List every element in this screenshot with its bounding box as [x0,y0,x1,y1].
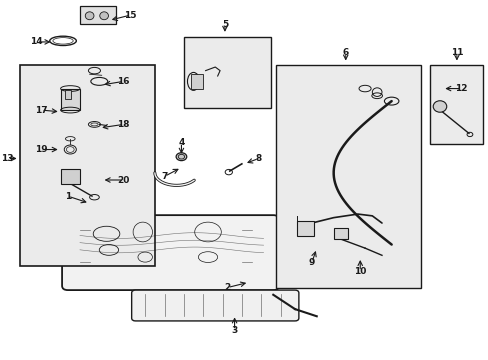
Text: 17: 17 [35,105,47,114]
FancyBboxPatch shape [62,215,279,290]
FancyBboxPatch shape [131,290,298,321]
Text: 19: 19 [35,145,47,154]
Bar [429,65,483,144]
Bar [20,65,155,266]
Text: 20: 20 [117,176,129,185]
Text: 10: 10 [353,267,366,276]
Bar [183,37,270,108]
Ellipse shape [176,153,186,161]
Text: 2: 2 [224,283,230,292]
Bar [80,6,116,24]
Bar [333,228,347,239]
Text: 9: 9 [308,258,314,267]
Bar [297,221,314,235]
Text: 13: 13 [1,154,14,163]
Text: 6: 6 [342,48,348,57]
Text: 11: 11 [450,48,462,57]
Text: 7: 7 [161,172,167,181]
Ellipse shape [432,101,446,112]
Text: 3: 3 [231,326,237,335]
Bar [65,90,71,99]
Text: 12: 12 [454,84,467,93]
Bar [61,169,80,184]
Ellipse shape [100,12,108,20]
Bar [191,74,203,89]
Text: 5: 5 [222,19,227,28]
Text: 18: 18 [117,120,129,129]
Bar [61,89,80,110]
Bar [275,65,420,288]
Text: 15: 15 [124,10,137,19]
Text: 8: 8 [255,154,262,163]
Text: 16: 16 [117,77,129,86]
Ellipse shape [85,12,94,20]
Text: 14: 14 [30,37,42,46]
Text: 4: 4 [178,138,184,147]
Text: 1: 1 [64,192,71,201]
